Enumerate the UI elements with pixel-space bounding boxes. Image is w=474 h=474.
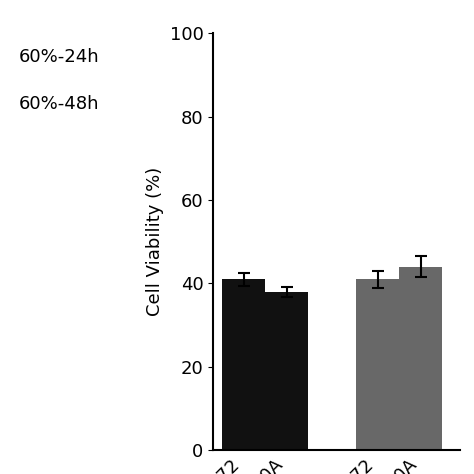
Text: 60%-24h: 60%-24h: [19, 48, 100, 66]
Text: 60%-48h: 60%-48h: [19, 95, 100, 113]
Bar: [222, 279, 265, 450]
Bar: [399, 267, 443, 450]
Y-axis label: Cell Viability (%): Cell Viability (%): [146, 167, 164, 316]
Bar: [265, 292, 309, 450]
Bar: [356, 279, 399, 450]
